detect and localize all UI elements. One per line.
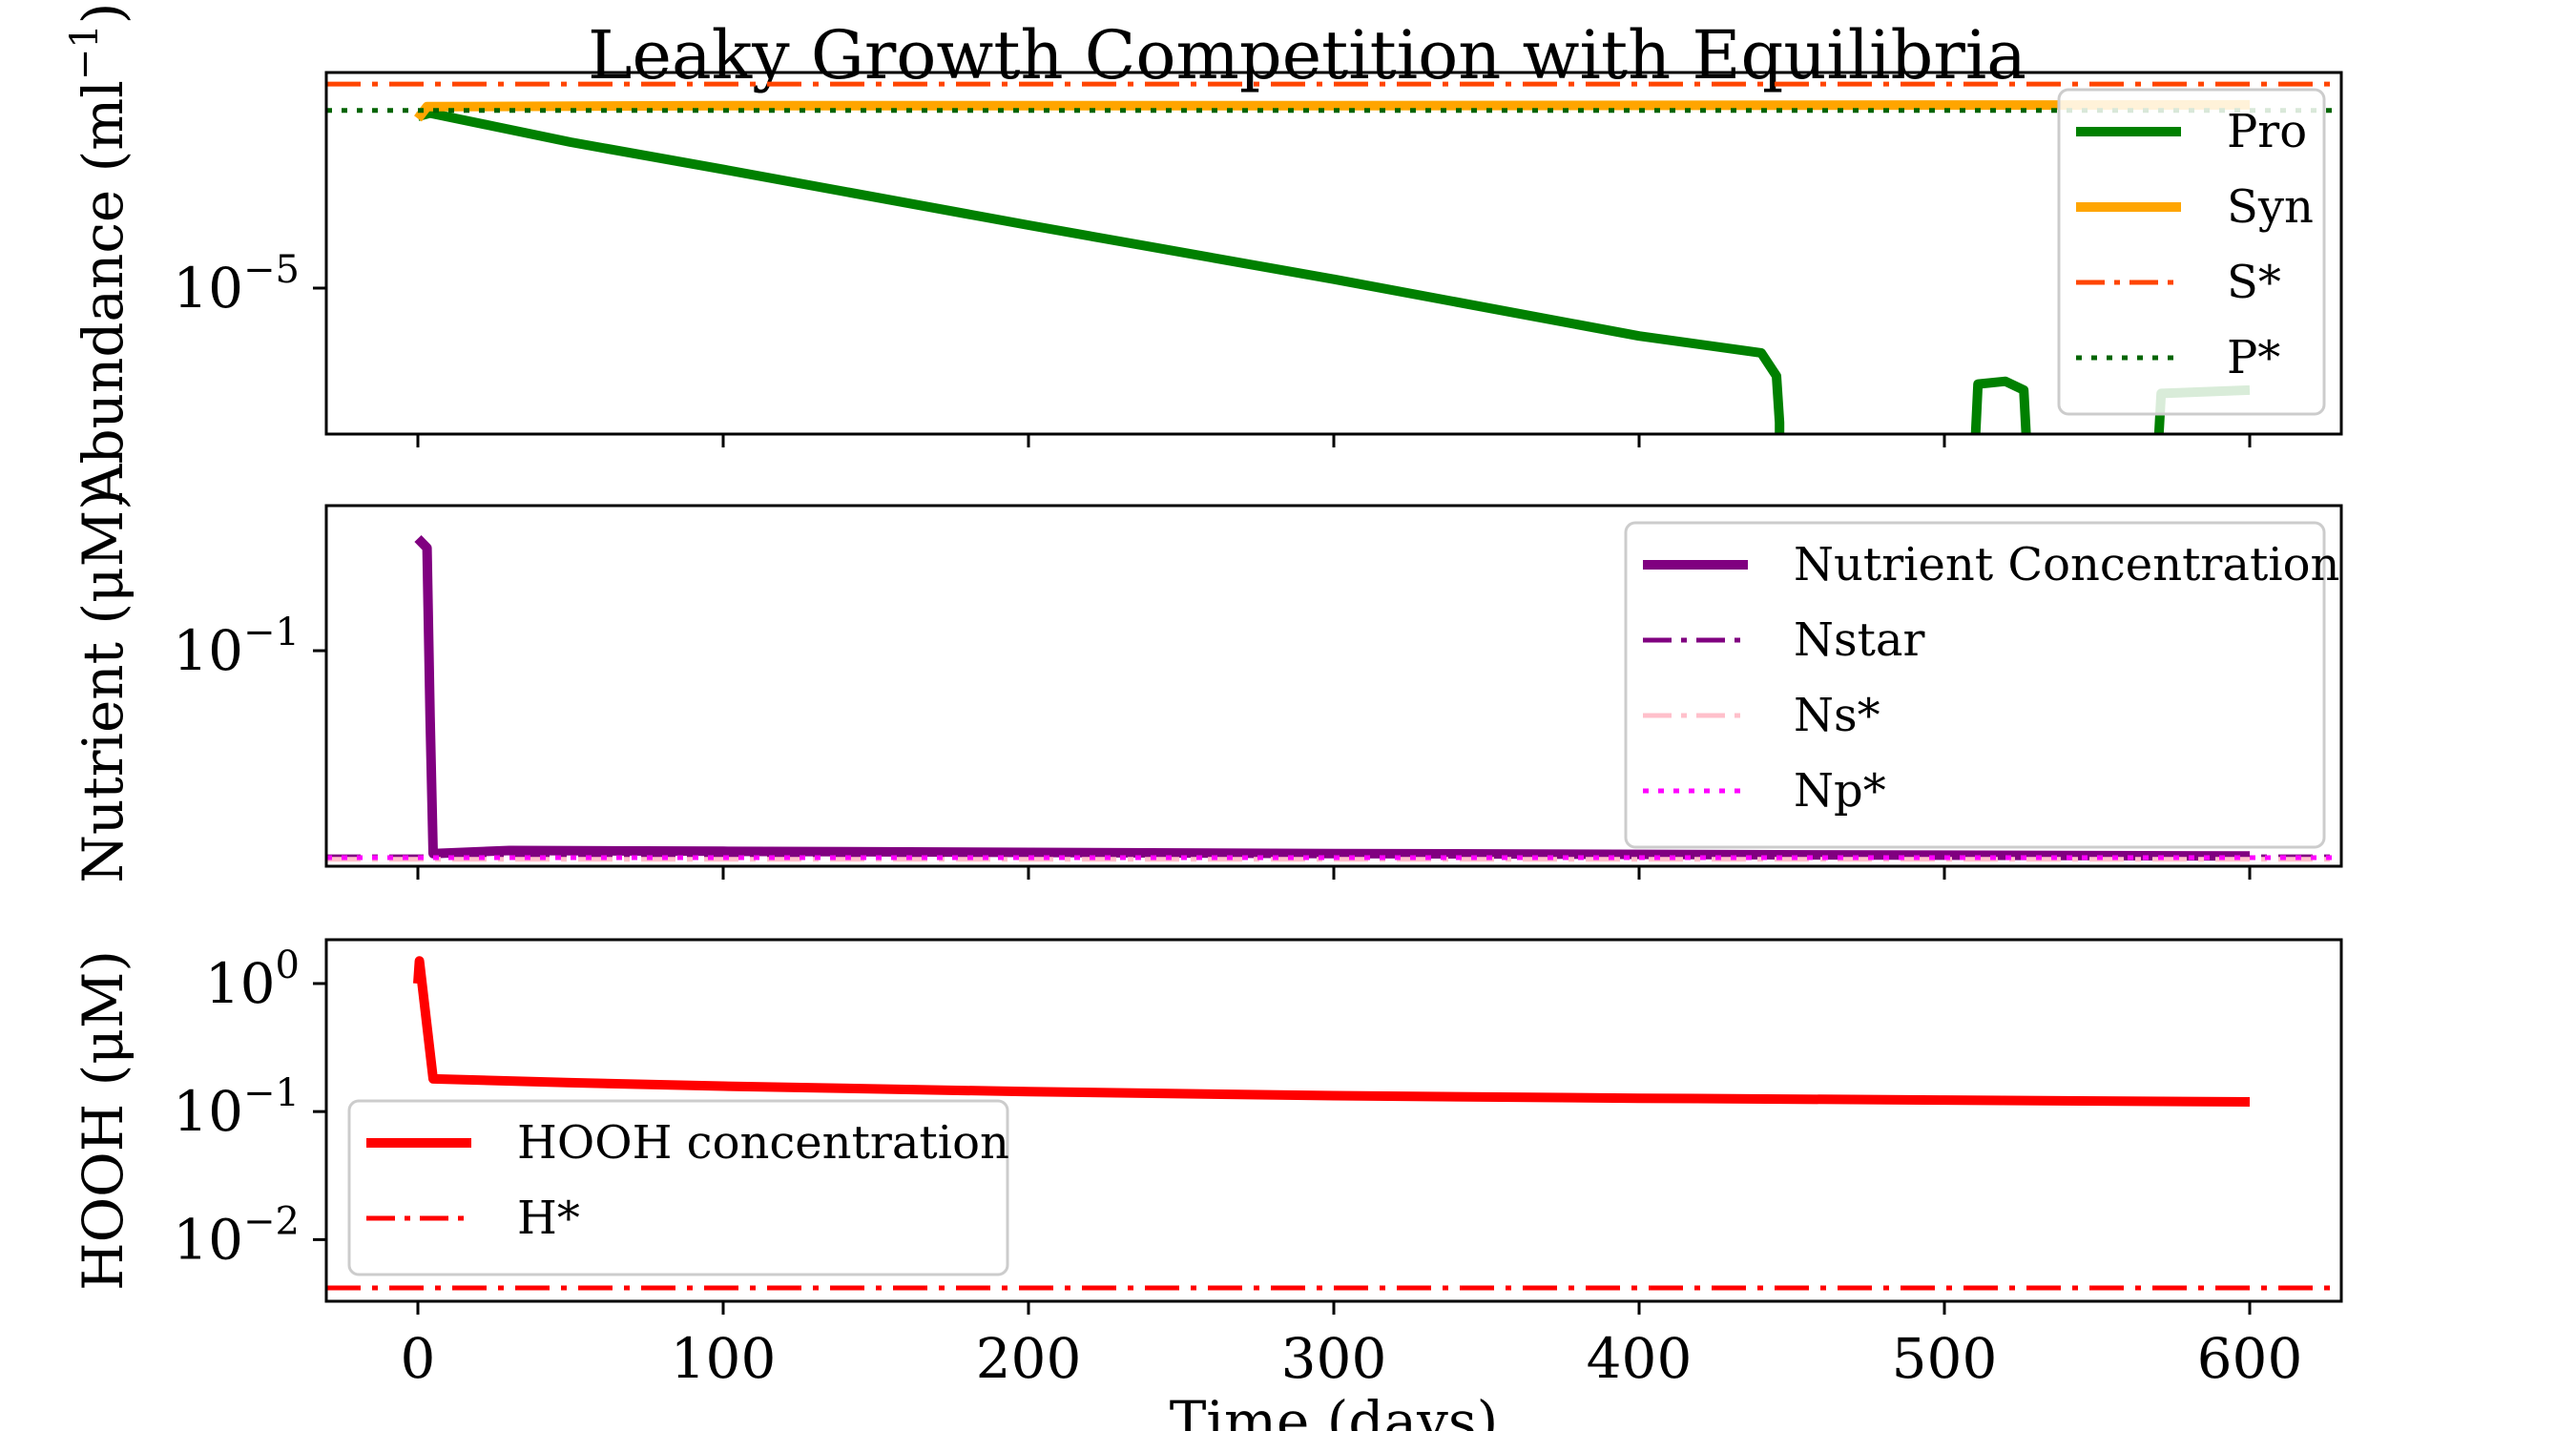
xtick-label: 200 (976, 1326, 1082, 1391)
nutrient-ytick-label: 10−1 (173, 611, 300, 683)
abundance-series-pro (416, 108, 2251, 434)
xtick-label: 300 (1281, 1326, 1387, 1391)
abundance-legend: Pro Syn S* P* (2057, 88, 2326, 416)
xtick-label: 400 (1587, 1326, 1693, 1391)
panels: 10−5 Abundance (ml−1) Pro Syn S* P* 10−1 Nutrie… (63, 3, 2343, 1431)
abundance-plot-area (326, 81, 2341, 434)
legend-label: HOOH concentration (517, 1116, 1009, 1170)
xtick-label: 500 (1892, 1326, 1998, 1391)
xtick-label: 600 (2197, 1326, 2303, 1391)
legend-label: H* (517, 1192, 580, 1245)
hooh-plot-area (326, 956, 2341, 1291)
legend-label: Nstar (1794, 613, 1925, 667)
legend-frame (1624, 521, 2326, 849)
hooh-ytick-label: 10−2 (173, 1199, 300, 1272)
xtick-label: 0 (401, 1326, 436, 1391)
legend-label: S* (2227, 256, 2281, 309)
legend-label: P* (2227, 331, 2280, 384)
nutrient-plot-area (326, 535, 2341, 862)
legend-label: Nutrient Concentration (1794, 538, 2339, 591)
abundance-y-axis-label: Abundance (ml−1) (63, 3, 135, 506)
legend-frame (347, 1099, 1009, 1276)
abundance-axes-frame (324, 71, 2343, 436)
panel-abundance: 10−5 Abundance (ml−1) Pro Syn S* P* (63, 3, 2343, 506)
hooh-legend: HOOH concentration H* (347, 1099, 1009, 1276)
legend-label: Ns* (1794, 689, 1880, 742)
legend-label: Pro (2227, 105, 2307, 158)
abundance-ytick-label: 10−5 (173, 248, 300, 321)
nutrient-series-nutrient-concentration (414, 535, 2251, 861)
hooh-series-hooh-concentration (413, 956, 2251, 1107)
x-axis-label: Time (days) (1170, 1389, 1499, 1431)
hooh-y-axis-label: HOOH (μM) (71, 950, 135, 1291)
hooh-ytick-label: 10−1 (173, 1071, 300, 1144)
nutrient-y-axis-label: Nutrient (μM) (71, 488, 135, 882)
panel-hooh: 0 100 200 300 400 500 600 Time (days) 100 10−1 10−… (71, 938, 2343, 1431)
chart-title: Leaky Growth Competition with Equilibria (588, 16, 2026, 94)
abundance-series-syn (414, 99, 2251, 122)
xtick-label: 100 (671, 1326, 777, 1391)
legend-label: Syn (2227, 180, 2314, 234)
legend-label: Np* (1794, 764, 1886, 818)
hooh-ytick-label: 100 (205, 944, 300, 1016)
legend-frame (2057, 88, 2326, 416)
nutrient-legend: Nutrient Concentration Nstar Ns* Np* (1624, 521, 2339, 849)
